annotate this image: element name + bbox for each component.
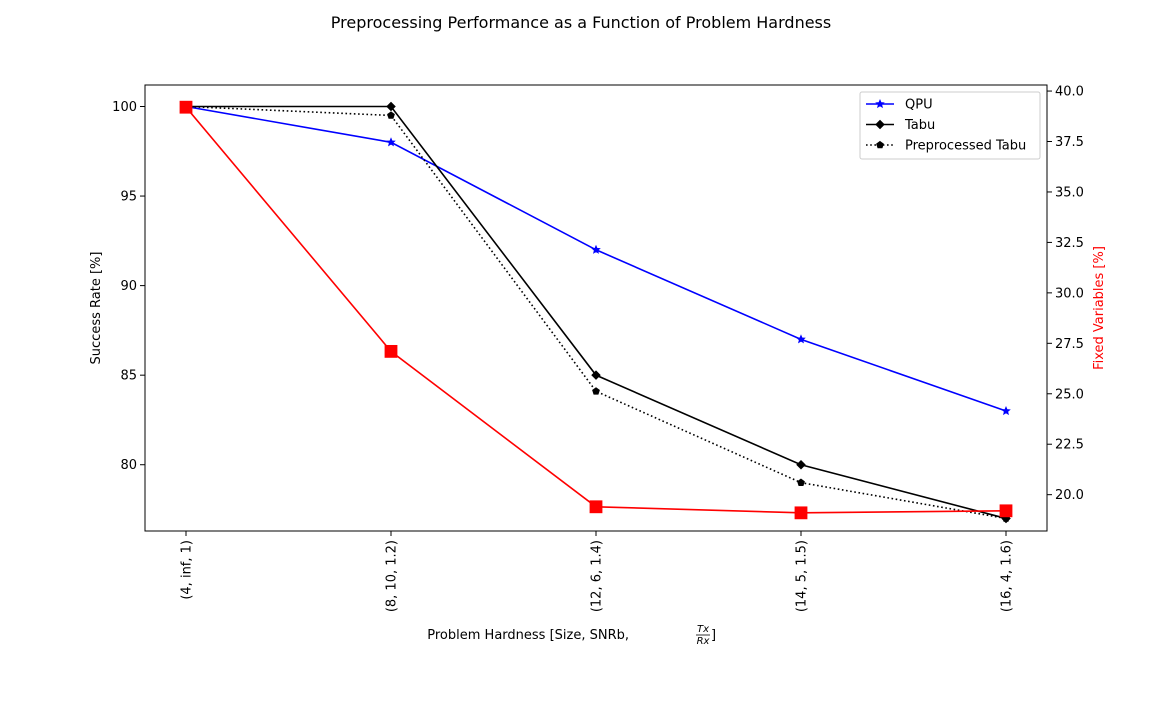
y2-tick-label: 40.0: [1055, 85, 1084, 100]
data-point-tabu: [591, 370, 601, 380]
legend-item-qpu: QPU: [866, 98, 933, 113]
y-tick-label: 80: [120, 458, 137, 473]
series-line-fixed-variables: [185, 106, 1007, 514]
x-tick-label: (14, 5, 1.5): [795, 540, 810, 612]
y-axis-label: Success Rate [%]: [89, 252, 104, 365]
x-tick-label: (12, 6, 1.4): [590, 540, 605, 612]
data-point-qpu: [591, 244, 601, 254]
legend-item-tabu: Tabu: [866, 118, 935, 133]
x-tick-label: (8, 10, 1.2): [385, 540, 400, 612]
x-tick-label: (4, inf, 1): [180, 540, 195, 600]
series-line-tabu: [186, 105, 1007, 520]
y2-tick-label: 32.5: [1055, 236, 1084, 251]
data-point-tabu: [796, 459, 806, 470]
legend-label-preprocessed-tabu: Preprocessed Tabu: [905, 139, 1026, 154]
series-preprocessed-tabu: [182, 102, 1010, 522]
data-point-fixed-variables: [179, 100, 193, 114]
x-axis-label: Problem Hardness [Size, SNRb, Tx Rx ]: [427, 624, 716, 647]
series-fixed-variables: [179, 100, 1013, 520]
y2-tick-label: 25.0: [1055, 387, 1084, 402]
legend-marker-qpu: [875, 98, 885, 109]
legend-frame: [859, 91, 1041, 160]
y2-tick-label: 27.5: [1055, 337, 1084, 352]
y-tick-label: 90: [120, 279, 137, 294]
data-point-qpu: [386, 137, 396, 147]
data-point-fixed-variables: [794, 506, 808, 520]
legend-marker-tabu: [875, 119, 885, 130]
data-point-fixed-variables: [589, 500, 603, 514]
data-point-fixed-variables: [999, 504, 1013, 518]
legend: QPU Tabu Preprocessed Tabu: [859, 91, 1041, 160]
y2-tick-label: 22.5: [1055, 438, 1084, 453]
y-tick-label: 85: [120, 369, 137, 384]
x-tick-label: (16, 4, 1.6): [1000, 540, 1015, 612]
x-axis-label-suffix: ]: [711, 628, 716, 643]
y-tick-label: 100: [112, 100, 137, 115]
y-tick-label: 95: [120, 190, 137, 205]
series-line-preprocessed-tabu: [185, 105, 1007, 520]
y2-tick-label: 35.0: [1055, 185, 1084, 200]
legend-label-qpu: QPU: [905, 98, 933, 113]
data-point-fixed-variables: [384, 344, 398, 358]
legend-marker-preprocessed-tabu: [876, 140, 884, 149]
data-point-tabu: [386, 101, 396, 112]
legend-label-tabu: Tabu: [904, 118, 935, 133]
data-point-preprocessed-tabu: [797, 478, 805, 486]
x-axis-label-prefix: Problem Hardness [Size, SNRb,: [427, 628, 629, 643]
series-tabu: [181, 101, 1011, 524]
y2-tick-label: 30.0: [1055, 286, 1084, 301]
y2-tick-label: 20.0: [1055, 488, 1084, 503]
y2-axis-label: Fixed Variables [%]: [1092, 246, 1107, 370]
data-point-qpu: [796, 334, 806, 344]
data-point-qpu: [1001, 405, 1011, 416]
chart-title: Preprocessing Performance as a Function …: [331, 13, 831, 32]
legend-item-preprocessed-tabu: Preprocessed Tabu: [866, 139, 1026, 154]
y2-tick-label: 37.5: [1055, 135, 1084, 150]
x-axis-label-frac-num: Tx: [697, 624, 709, 635]
data-point-preprocessed-tabu: [592, 387, 600, 395]
data-point-preprocessed-tabu: [387, 111, 395, 119]
x-axis-label-frac-den: Rx: [697, 636, 710, 647]
